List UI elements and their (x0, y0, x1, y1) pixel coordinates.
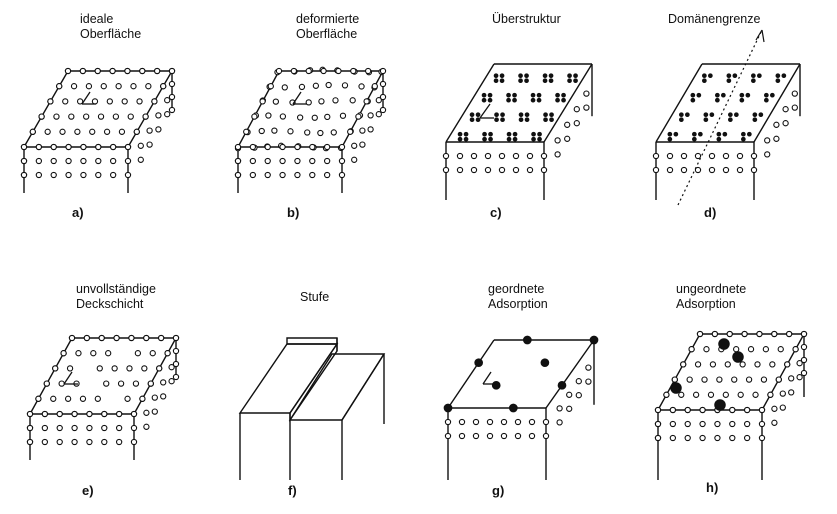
caption-c: Überstruktur (492, 12, 561, 26)
label-a: a) (72, 205, 84, 220)
caption-f: Stufe (300, 290, 330, 304)
label-b: b) (287, 205, 300, 220)
panel-e-incomplete-layer (26, 334, 180, 460)
label-g: g) (492, 483, 505, 498)
panel-a-ideal-surface (20, 67, 176, 193)
panel-b-deformed-surface (234, 66, 387, 193)
panel-c-superstructure (442, 63, 593, 200)
label-c: c) (490, 205, 502, 220)
caption-h: ungeordnete Adsorption (676, 282, 747, 311)
label-f: f) (288, 483, 297, 498)
panel-h-disordered-adsorption (654, 330, 808, 480)
caption-d: Domänengrenze (668, 12, 761, 26)
panel-g-ordered-adsorption (443, 335, 599, 480)
caption-g: geordnete Adsorption (488, 282, 548, 311)
label-h: h) (706, 480, 719, 495)
label-e: e) (82, 483, 94, 498)
panel-d-domain-boundary (652, 29, 801, 206)
panel-f-step (238, 337, 386, 480)
label-d: d) (704, 205, 717, 220)
caption-e: unvollständige Deckschicht (76, 282, 156, 311)
caption-b: deformierte Oberfläche (296, 12, 360, 41)
caption-a: ideale Oberfläche (80, 12, 142, 41)
